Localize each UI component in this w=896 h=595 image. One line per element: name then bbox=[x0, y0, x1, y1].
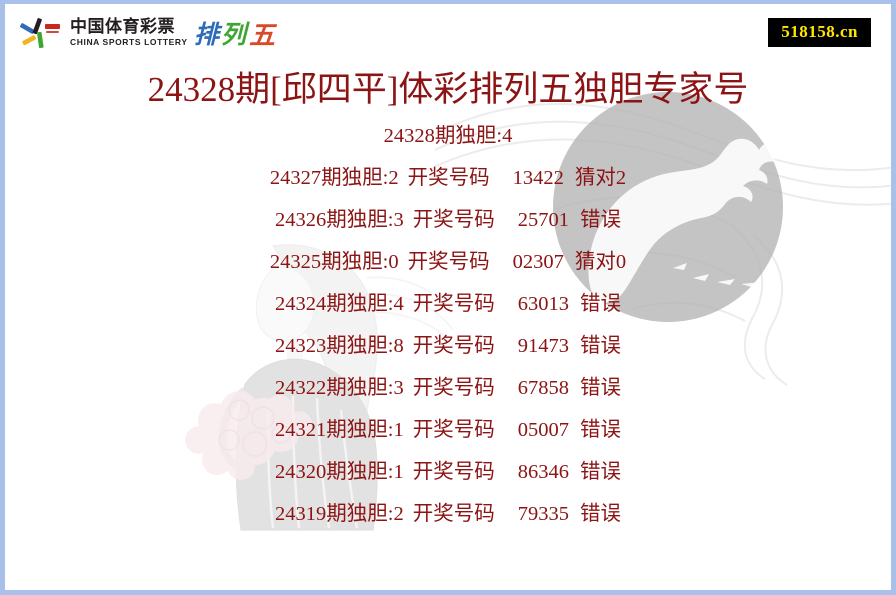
row-draw-label: 开奖号码 bbox=[412, 209, 495, 231]
row-result: 错误 bbox=[579, 461, 621, 483]
list-item: 24321期独胆:1 开奖号码 05007 错误 bbox=[5, 419, 891, 461]
row-draw-label: 开奖号码 bbox=[412, 419, 495, 441]
list-item: 24328期独胆:4 bbox=[5, 125, 891, 167]
row-result: 错误 bbox=[579, 209, 621, 231]
row-draw-label: 开奖号码 bbox=[407, 167, 490, 189]
row-result: 猜对2 bbox=[574, 167, 627, 189]
row-period-dan: 24326期独胆:3 bbox=[275, 209, 404, 231]
game-name-pailie5-logo: 排 列 五 bbox=[194, 20, 278, 50]
list-item: 24319期独胆:2 开奖号码 79335 错误 bbox=[5, 503, 891, 545]
brand-name-cn: 中国体育彩票 bbox=[70, 16, 175, 37]
row-result: 错误 bbox=[579, 419, 621, 441]
row-draw-label: 开奖号码 bbox=[412, 503, 495, 525]
china-sports-lottery-emblem-icon bbox=[20, 17, 60, 48]
row-draw-label: 开奖号码 bbox=[412, 293, 495, 315]
row-period-dan: 24319期独胆:2 bbox=[275, 503, 404, 525]
brand-name-en: CHINA SPORTS LOTTERY bbox=[70, 36, 188, 47]
row-draw-label: 开奖号码 bbox=[412, 461, 495, 483]
svg-text:列: 列 bbox=[221, 20, 250, 49]
list-item: 24324期独胆:4 开奖号码 63013 错误 bbox=[5, 293, 891, 335]
page-title: 24328期[邱四平]体彩排列五独胆专家号 bbox=[147, 70, 749, 109]
row-period-dan: 24322期独胆:3 bbox=[275, 377, 404, 399]
list-item: 24327期独胆:2 开奖号码 13422 猜对2 bbox=[5, 167, 891, 209]
row-result: 错误 bbox=[579, 293, 621, 315]
row-period-dan: 24320期独胆:1 bbox=[275, 461, 404, 483]
row-draw-number: 02307 bbox=[512, 251, 564, 273]
list-item: 24320期独胆:1 开奖号码 86346 错误 bbox=[5, 461, 891, 503]
brand-logo[interactable]: 中国体育彩票 CHINA SPORTS LOTTERY 排 列 五 bbox=[19, 11, 286, 55]
row-draw-label: 开奖号码 bbox=[412, 335, 495, 357]
svg-text:排: 排 bbox=[194, 20, 223, 49]
row-draw-label: 开奖号码 bbox=[412, 377, 495, 399]
list-item: 24325期独胆:0 开奖号码 02307 猜对0 bbox=[5, 251, 891, 293]
brand-names: 中国体育彩票 CHINA SPORTS LOTTERY bbox=[70, 15, 188, 51]
row-draw-label: 开奖号码 bbox=[407, 251, 490, 273]
row-draw-number: 86346 bbox=[517, 461, 569, 483]
site-badge[interactable]: 518158.cn bbox=[768, 18, 871, 47]
row-period-dan: 24321期独胆:1 bbox=[275, 419, 404, 441]
row-result: 错误 bbox=[579, 335, 621, 357]
row-period-dan: 24327期独胆:2 bbox=[269, 167, 399, 189]
row-draw-number: 05007 bbox=[517, 419, 569, 441]
list-item: 24322期独胆:3 开奖号码 67858 错误 bbox=[5, 377, 891, 419]
row-result: 猜对0 bbox=[574, 251, 627, 273]
prediction-list: 24328期独胆:4 24327期独胆:2 开奖号码 13422 猜对2 24326期… bbox=[5, 125, 891, 545]
row-draw-number: 13422 bbox=[512, 167, 564, 189]
row-draw-number: 25701 bbox=[517, 209, 569, 231]
site-header: 中国体育彩票 CHINA SPORTS LOTTERY 排 列 五 518158… bbox=[5, 4, 891, 61]
list-item: 24326期独胆:3 开奖号码 25701 错误 bbox=[5, 209, 891, 251]
row-period-dan: 24324期独胆:4 bbox=[275, 293, 404, 315]
row-result: 错误 bbox=[579, 377, 621, 399]
row-draw-number: 67858 bbox=[517, 377, 569, 399]
row-period-dan: 24328期独胆:4 bbox=[383, 125, 513, 147]
list-item: 24323期独胆:8 开奖号码 91473 错误 bbox=[5, 335, 891, 377]
row-period-dan: 24325期独胆:0 bbox=[269, 251, 399, 273]
row-period-dan: 24323期独胆:8 bbox=[275, 335, 404, 357]
row-draw-number: 63013 bbox=[517, 293, 569, 315]
row-draw-number: 91473 bbox=[517, 335, 569, 357]
svg-text:五: 五 bbox=[249, 21, 278, 50]
row-draw-number: 79335 bbox=[517, 503, 569, 525]
row-result: 错误 bbox=[579, 503, 621, 525]
